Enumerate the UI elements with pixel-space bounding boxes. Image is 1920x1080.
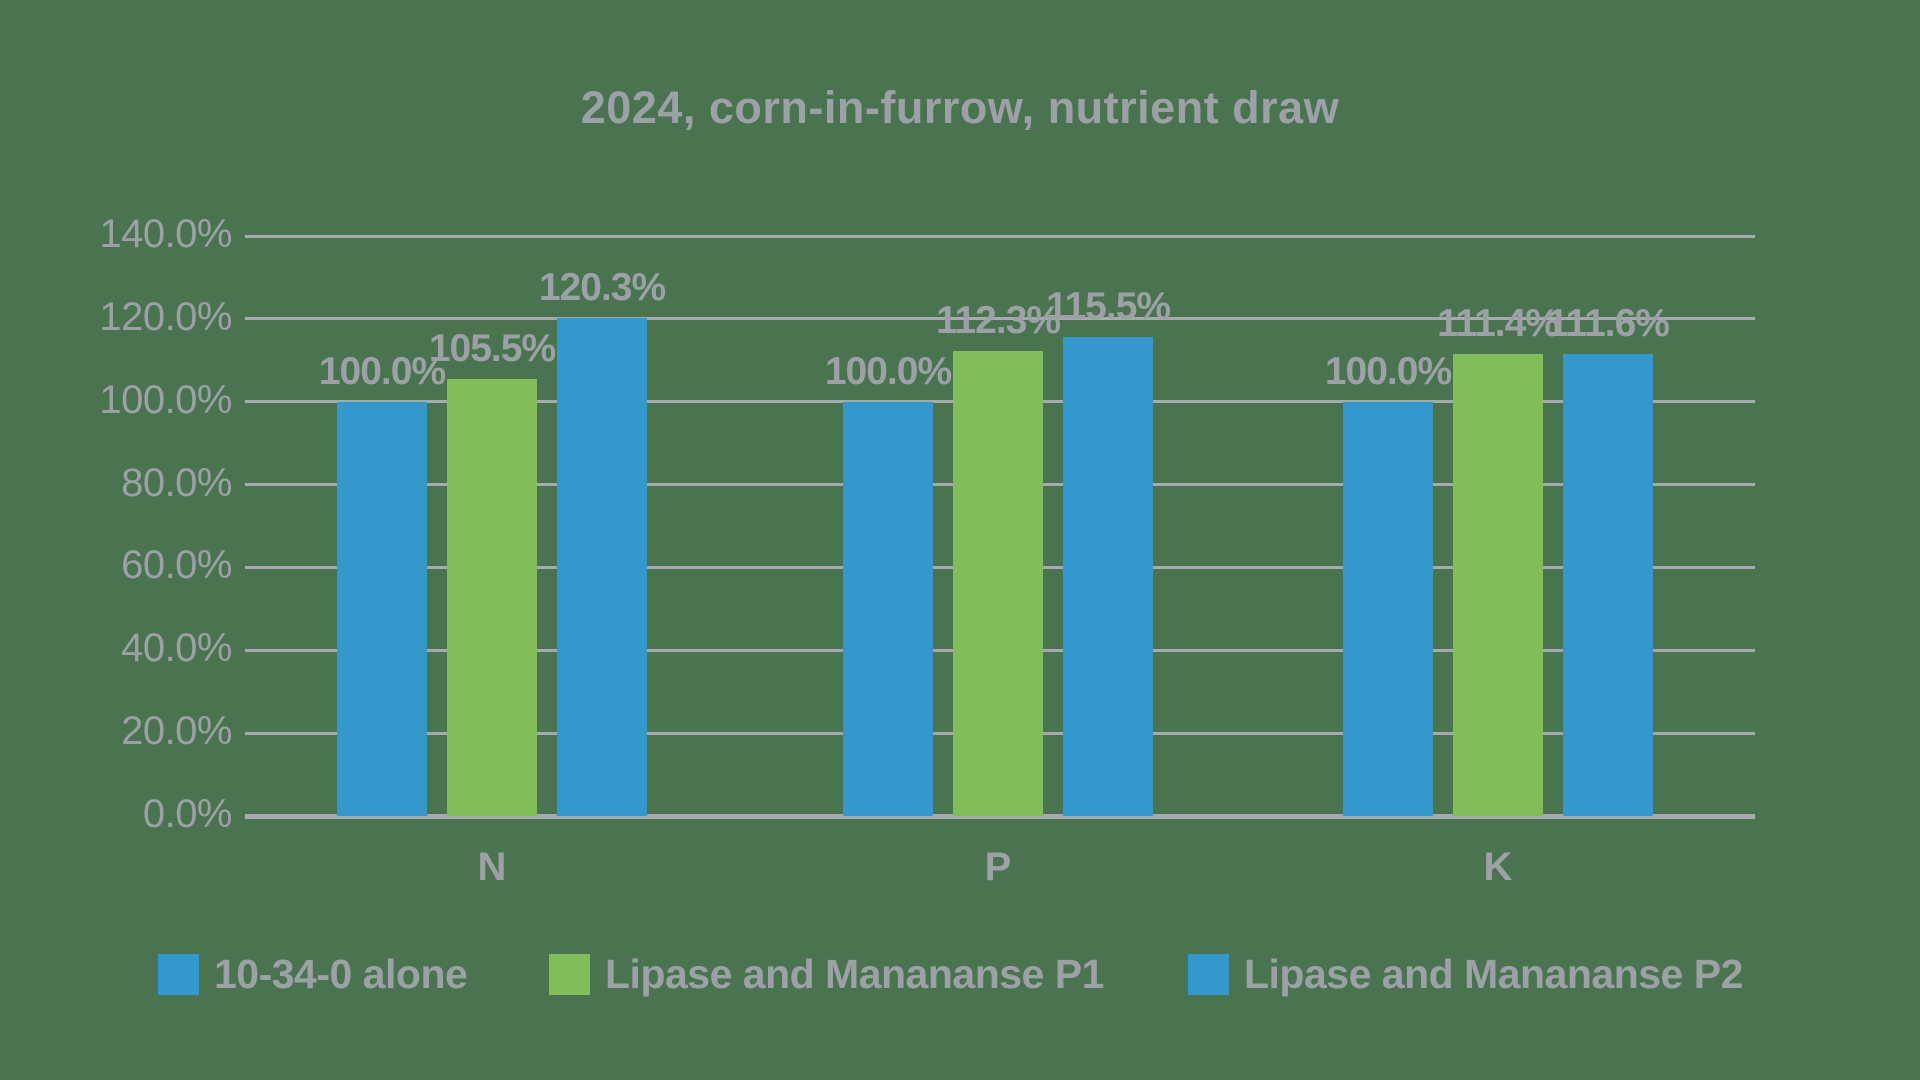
y-axis-tick-label: 60.0% xyxy=(121,543,232,587)
legend-item-2: Lipase and Manananse P1 xyxy=(549,951,1104,998)
y-axis-tick-label: 100.0% xyxy=(99,378,232,422)
bar-k-series-2 xyxy=(1453,354,1543,816)
gridline xyxy=(245,317,1755,320)
bar-value-label: 100.0% xyxy=(824,350,952,393)
legend-label: Lipase and Manananse P2 xyxy=(1244,951,1743,997)
x-axis-category-n: N xyxy=(477,845,507,889)
x-axis-line xyxy=(245,814,1755,819)
bar-p-series-3 xyxy=(1063,337,1153,816)
bar-value-label: 111.4% xyxy=(1437,302,1560,345)
legend-swatch-blue xyxy=(158,954,199,995)
legend-label: 10-34-0 alone xyxy=(214,951,468,997)
y-axis-tick-label: 40.0% xyxy=(121,626,232,670)
legend-swatch-green xyxy=(549,954,590,995)
y-axis-tick-label: 80.0% xyxy=(121,461,232,505)
bar-value-label: 105.5% xyxy=(428,327,556,370)
x-axis-category-p: P xyxy=(984,845,1012,889)
y-axis-tick-label: 0.0% xyxy=(142,792,233,836)
bar-value-label: 100.0% xyxy=(318,350,446,393)
y-axis-tick-label: 20.0% xyxy=(121,709,232,753)
legend-label: Lipase and Manananse P1 xyxy=(605,951,1104,997)
bar-n-series-1 xyxy=(337,402,427,816)
x-axis-category-k: K xyxy=(1483,845,1513,889)
gridline xyxy=(245,235,1755,238)
bar-k-series-1 xyxy=(1343,402,1433,816)
bar-k-series-3 xyxy=(1563,354,1653,816)
legend-item-1: 10-34-0 alone xyxy=(158,951,468,998)
bar-n-series-3 xyxy=(557,318,647,816)
bar-value-label: 120.3% xyxy=(538,266,666,309)
bar-value-label: 115.5% xyxy=(1045,285,1171,328)
bar-value-label: 100.0% xyxy=(1324,350,1452,393)
bar-n-series-2 xyxy=(447,379,537,816)
y-axis-tick-label: 140.0% xyxy=(99,212,232,256)
y-axis-tick-label: 120.0% xyxy=(99,295,232,339)
bar-p-series-2 xyxy=(953,351,1043,816)
bar-p-series-1 xyxy=(843,402,933,816)
bar-value-label: 112.3% xyxy=(935,299,1061,342)
bar-value-label: 111.6% xyxy=(1547,302,1670,345)
chart-title: 2024, corn-in-furrow, nutrient draw xyxy=(580,82,1340,133)
legend-item-3: Lipase and Manananse P2 xyxy=(1188,951,1743,998)
legend-swatch-blue xyxy=(1188,954,1229,995)
